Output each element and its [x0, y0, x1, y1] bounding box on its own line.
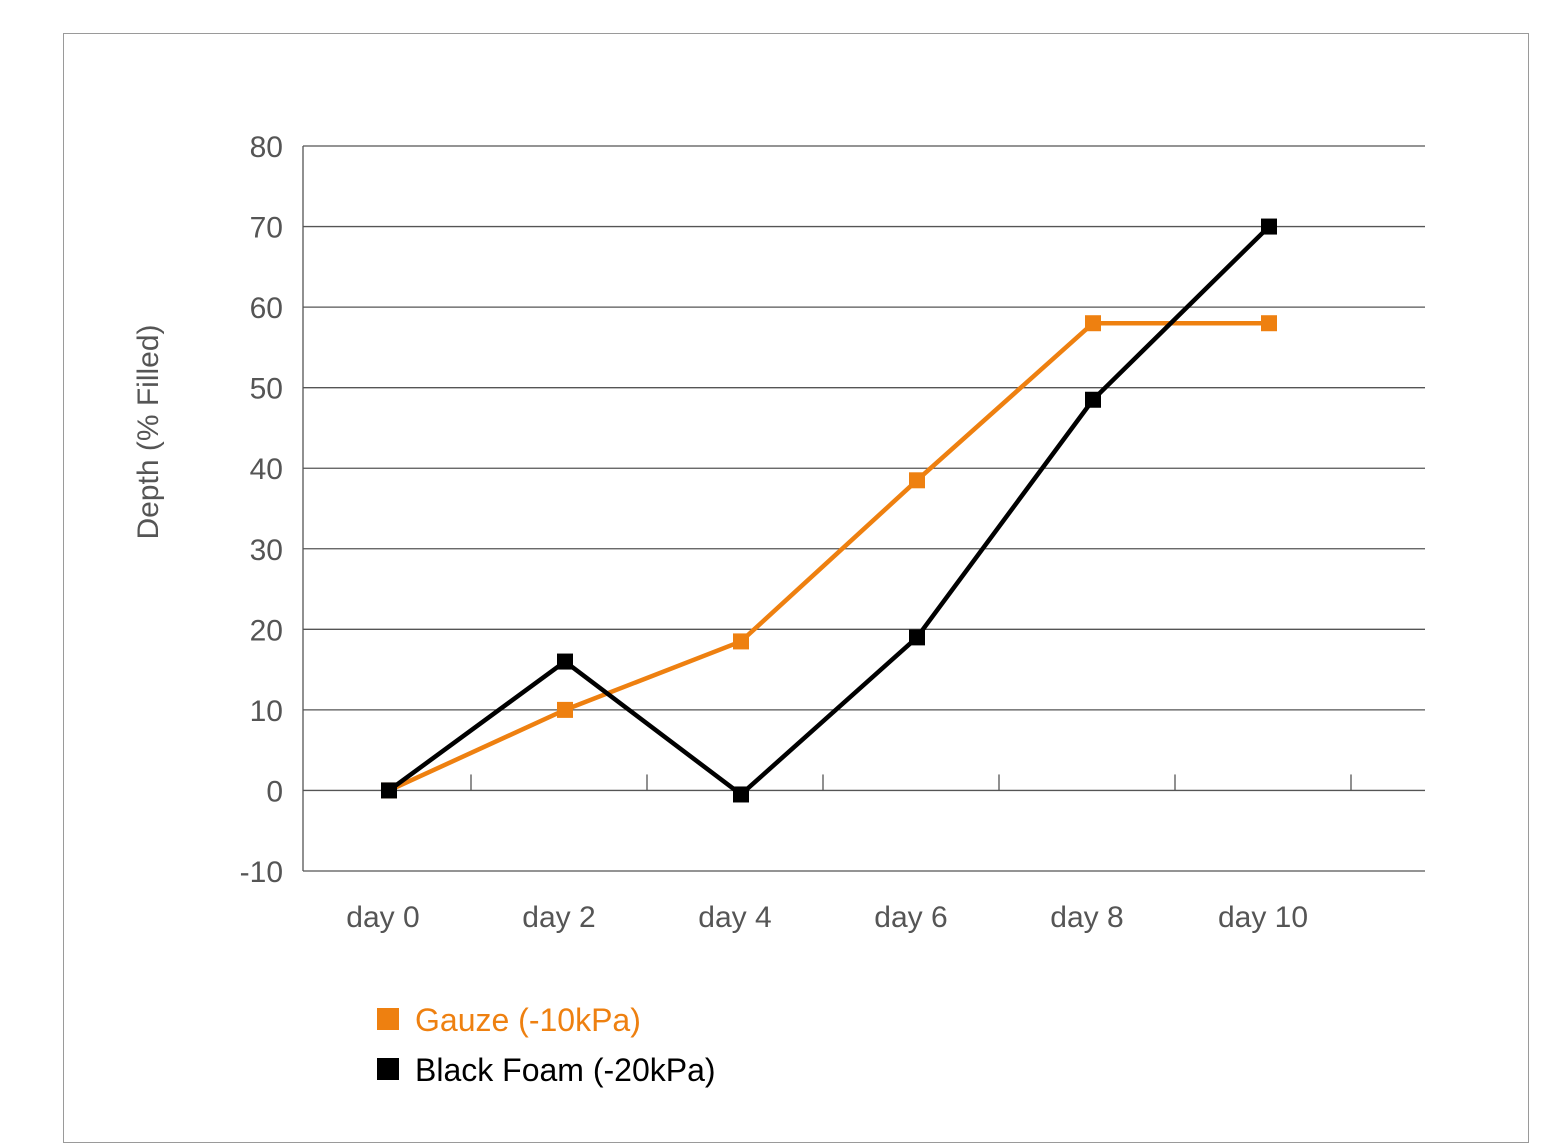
- y-tick-label: 20: [250, 614, 283, 647]
- y-tick-label: 10: [250, 695, 283, 728]
- x-tick-label: day 0: [346, 901, 419, 934]
- chart-frame: [63, 33, 1529, 1143]
- y-tick-label: 50: [250, 373, 283, 406]
- series-line-0: [388, 320, 1269, 793]
- x-tick-label: day 2: [522, 901, 595, 934]
- data-point-0: [557, 701, 573, 718]
- x-axis: [470, 774, 1352, 791]
- legend: Gauze (-10kPa) Black Foam (-20kPa): [377, 1002, 716, 1088]
- y-tick-label: 40: [250, 453, 283, 486]
- y-axis-ticks: -10 0 10 20 30 40 50 60 70 80: [240, 131, 283, 889]
- y-tick-label: 80: [250, 131, 283, 164]
- data-point-0: [1261, 315, 1277, 332]
- legend-label: Black Foam (-20kPa): [415, 1052, 716, 1088]
- data-point-1: [1085, 391, 1101, 408]
- data-point-1: [733, 786, 749, 803]
- y-tick-label: 70: [250, 212, 283, 245]
- y-tick-label: 0: [266, 775, 283, 808]
- legend-label: Gauze (-10kPa): [415, 1002, 641, 1038]
- x-tick-label: day 4: [698, 901, 771, 934]
- data-point-1: [1261, 218, 1277, 235]
- y-tick-label: 30: [250, 534, 283, 567]
- data-point-1: [381, 782, 397, 799]
- x-tick-label: day 6: [874, 901, 947, 934]
- legend-swatch: [377, 1058, 399, 1080]
- data-point-1: [909, 629, 925, 646]
- x-tick-label: day 8: [1050, 901, 1123, 934]
- y-tick-label: -10: [240, 856, 283, 889]
- data-point-0: [1085, 315, 1101, 332]
- x-axis-ticks: day 0 day 2 day 4 day 6 day 8 day 10: [346, 901, 1308, 934]
- data-point-0: [733, 633, 749, 650]
- y-axis-title: Depth (% Filled): [132, 324, 165, 539]
- series-group: [381, 218, 1277, 803]
- y-tick-label: 60: [250, 292, 283, 325]
- data-point-0: [909, 472, 925, 489]
- gridlines: [302, 145, 1425, 872]
- series-line-1: [387, 224, 1271, 797]
- data-point-1: [557, 653, 573, 670]
- x-tick-label: day 10: [1218, 901, 1308, 934]
- legend-swatch: [377, 1008, 399, 1030]
